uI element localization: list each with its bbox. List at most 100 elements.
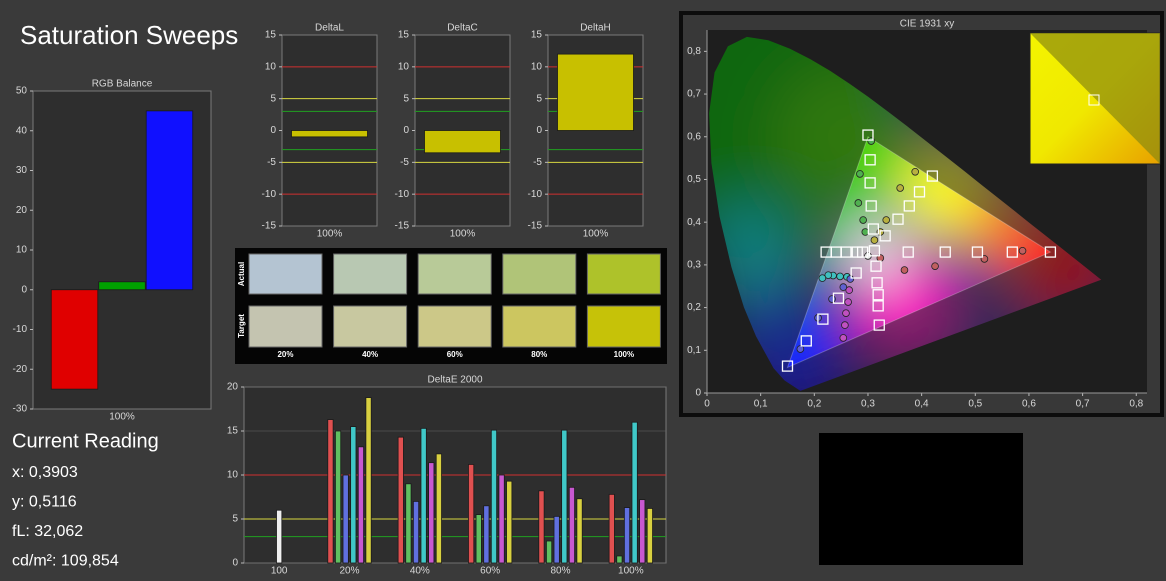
chart-title: DeltaL <box>315 23 344 34</box>
x-tick-label: 100% <box>450 229 476 240</box>
y-tick-label: -5 <box>400 157 409 168</box>
swatch-label: 60% <box>447 350 463 359</box>
x-tick-label: 100 <box>271 566 288 577</box>
measured-point <box>854 199 863 207</box>
y-tick-label: 10 <box>227 470 239 481</box>
y-tick-label: 0 <box>232 558 238 569</box>
bar <box>98 281 146 291</box>
x-tick-label: 80% <box>550 566 570 577</box>
x-tick-label: 40% <box>410 566 430 577</box>
target-point <box>1006 246 1018 258</box>
bar <box>623 507 631 564</box>
y-tick-label: 5 <box>270 93 276 104</box>
bar <box>424 130 501 154</box>
bar <box>276 509 283 564</box>
bar <box>546 540 553 564</box>
bar <box>608 493 615 564</box>
swatch-label: 20% <box>277 350 293 359</box>
measured-point <box>839 283 848 291</box>
measured-point <box>870 236 879 244</box>
y-tick-label: 0 <box>21 284 27 295</box>
measured-point <box>911 167 919 176</box>
inset-shade <box>1030 33 1160 164</box>
swatches: 20% 40% 60% 80% 100% Actual Target <box>237 253 661 359</box>
measured-point <box>882 216 891 224</box>
y-tick-label: 20 <box>227 382 239 393</box>
measured-point <box>845 286 853 294</box>
reading-lines: x: 0,3903 y: 0,5116 fL: 32,062 cd/m²: 109,8… <box>12 464 119 570</box>
swatch-target <box>333 305 408 348</box>
target-point <box>892 213 904 225</box>
measured-point <box>856 170 864 178</box>
target-point <box>800 335 812 347</box>
y-tick-label: 0,2 <box>687 302 701 313</box>
bar <box>468 464 475 564</box>
target-point <box>864 177 876 189</box>
y-tick-label: 0 <box>403 125 409 136</box>
bar <box>428 462 435 564</box>
measured-point <box>931 262 939 270</box>
bar <box>405 483 412 564</box>
target-point <box>820 246 832 258</box>
bar <box>365 397 372 564</box>
target-point <box>851 246 863 258</box>
preview-box <box>819 433 1023 565</box>
bar <box>291 130 368 138</box>
y-tick-label: 5 <box>232 514 238 525</box>
swatch-target <box>502 305 577 348</box>
reading-line: fL: 32,062 <box>12 523 83 540</box>
bar <box>557 53 634 131</box>
x-tick-label: 100% <box>583 229 609 240</box>
reading-line: y: 0,5116 <box>12 494 77 511</box>
y-tick-label: -15 <box>528 221 543 232</box>
x-tick-label: 0,7 <box>1076 399 1090 410</box>
y-tick-label: 0,6 <box>687 131 701 142</box>
bar <box>490 429 498 564</box>
target-point <box>903 200 915 212</box>
y-tick-label: 30 <box>16 165 28 176</box>
y-tick-label: -30 <box>13 404 28 415</box>
y-tick-label: -15 <box>262 221 277 232</box>
target-point <box>868 245 881 257</box>
x-tick-label: 0,3 <box>861 399 875 410</box>
y-tick-label: 20 <box>16 205 28 216</box>
chart-title: CIE 1931 xy <box>900 19 954 30</box>
y-tick-label: -10 <box>262 189 277 200</box>
target-point <box>1044 246 1057 258</box>
target-point <box>971 246 984 258</box>
x-tick-label: 60% <box>480 566 500 577</box>
target-point <box>872 289 884 301</box>
reading-line: x: 0,3903 <box>12 464 78 481</box>
bar <box>483 505 490 564</box>
zoom-inset <box>1029 32 1161 165</box>
y-tick-label: 40 <box>16 125 28 136</box>
x-tick-label: 20% <box>339 566 359 577</box>
measured-point <box>824 271 833 279</box>
bar <box>435 453 442 564</box>
bar <box>616 555 623 564</box>
measured-point <box>844 298 852 306</box>
y-tick-label: 15 <box>531 30 543 41</box>
target-point <box>865 200 877 212</box>
y-tick-label: 0,1 <box>687 345 701 356</box>
y-tick-label: 10 <box>398 61 410 72</box>
bar <box>631 421 638 564</box>
x-tick-label: 0,5 <box>968 399 982 410</box>
y-tick-label: 10 <box>265 61 277 72</box>
y-tick-label: 0 <box>270 125 276 136</box>
target-point <box>817 313 829 325</box>
measured-point <box>896 184 904 192</box>
bar <box>561 429 568 564</box>
swatch-target <box>248 305 323 348</box>
row-label: Actual <box>237 262 246 286</box>
reading-title: Current Reading <box>12 430 159 452</box>
page-title: Saturation Sweeps <box>20 20 238 50</box>
target-point <box>872 300 884 312</box>
y-tick-label: -15 <box>395 221 410 232</box>
target-point <box>913 186 926 198</box>
target-point <box>832 292 845 304</box>
y-tick-label: 0,8 <box>687 46 701 57</box>
measured-point <box>859 216 867 224</box>
swatch-actual <box>248 253 323 295</box>
